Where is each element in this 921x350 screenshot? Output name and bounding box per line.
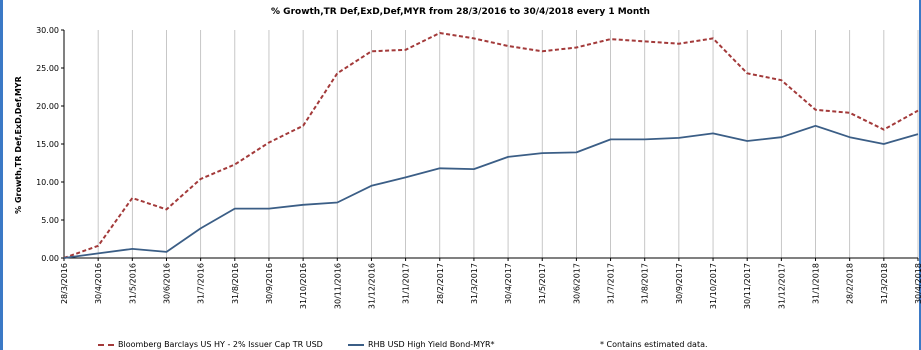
x-tick-label: 30/6/2017 <box>572 263 581 304</box>
x-tick-labels: 28/3/2016 30/4/2016 31/5/2016 30/6/2016 31/7… <box>60 263 921 309</box>
x-tick-label: 31/8/2017 <box>641 263 650 304</box>
x-tick-label: 31/1/2017 <box>402 263 411 304</box>
x-tick-label: 30/4/2017 <box>504 263 513 304</box>
y-tick-label: 15.00 <box>36 140 59 149</box>
x-tick-label: 31/5/2017 <box>538 263 547 304</box>
legend-swatch-dashed <box>98 343 114 346</box>
x-tick-label: 31/12/2016 <box>367 263 376 309</box>
legend-label-fund: RHB USD High Yield Bond-MYR* <box>368 340 495 349</box>
x-tick-label: 31/10/2016 <box>299 263 308 309</box>
x-tick-label: 31/7/2017 <box>607 263 616 304</box>
x-tick-label: 28/2/2017 <box>436 263 445 304</box>
window-right-edge <box>919 0 921 350</box>
gridlines <box>97 30 919 258</box>
estimated-data-note: * Contains estimated data. <box>600 340 708 349</box>
x-tick-label: 31/1/2018 <box>812 263 821 304</box>
x-tick-label: 30/9/2017 <box>675 263 684 304</box>
series-line-fund <box>63 124 919 259</box>
y-tick-label: 10.00 <box>36 178 59 187</box>
x-tick-label: 31/10/2017 <box>709 263 718 309</box>
y-tick-label: 5.00 <box>41 216 59 225</box>
x-tick-label: 31/3/2018 <box>880 263 889 304</box>
y-tick-label: 20.00 <box>36 102 59 111</box>
legend-item-fund: RHB USD High Yield Bond-MYR* <box>348 340 495 349</box>
x-tick-label: 28/3/2016 <box>60 263 69 304</box>
window-left-edge <box>0 0 3 350</box>
x-tick-label: 31/8/2016 <box>231 263 240 304</box>
x-tick-label: 31/12/2017 <box>777 263 786 309</box>
legend-swatch-solid <box>348 343 364 346</box>
chart-title: % Growth,TR Def,ExD,Def,MYR from 28/3/20… <box>271 7 650 17</box>
x-tick-label: 30/6/2016 <box>162 263 171 304</box>
x-tick-label: 30/9/2016 <box>265 263 274 304</box>
y-tick-label: 25.00 <box>36 64 59 73</box>
x-tick-label: 31/5/2016 <box>128 263 137 304</box>
y-tick-labels: 0.00 5.00 10.00 15.00 20.00 25.00 30.00 <box>36 26 59 263</box>
x-tick-label: 31/7/2016 <box>197 263 206 304</box>
y-tick-label: 30.00 <box>36 26 59 35</box>
series-lines <box>63 32 919 259</box>
x-tick-label: 28/2/2018 <box>846 263 855 304</box>
chart-legend: Bloomberg Barclays US HY - 2% Issuer Cap… <box>0 340 921 350</box>
y-axis-label: % Growth,TR Def,ExD,Def,MYR <box>14 76 23 214</box>
x-tick-label: 31/3/2017 <box>470 263 479 304</box>
legend-item-benchmark: Bloomberg Barclays US HY - 2% Issuer Cap… <box>98 340 323 349</box>
x-tick-label: 30/4/2018 <box>914 263 921 304</box>
y-tick-label: 0.00 <box>41 254 59 263</box>
x-tick-label: 30/11/2017 <box>743 263 752 309</box>
axes <box>61 29 919 261</box>
x-tick-label: 30/4/2016 <box>94 263 103 304</box>
series-line-benchmark <box>63 32 919 259</box>
legend-label-benchmark: Bloomberg Barclays US HY - 2% Issuer Cap… <box>118 340 323 349</box>
x-tick-label: 30/11/2016 <box>333 263 342 309</box>
